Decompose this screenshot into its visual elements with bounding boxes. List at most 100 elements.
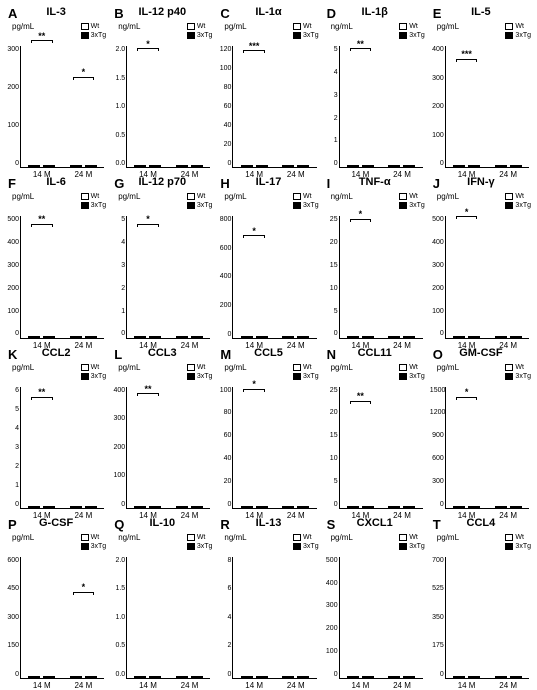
- bar-wt: [347, 506, 359, 508]
- bar-group: [453, 506, 480, 508]
- panel-letter: E: [433, 6, 442, 21]
- bar-wt: [176, 336, 188, 338]
- bar-group: [241, 676, 268, 678]
- bar-group: [388, 165, 415, 167]
- y-ticks: 543210: [111, 216, 125, 337]
- bar-wt: [70, 165, 82, 167]
- y-unit: pg/mL: [331, 533, 353, 542]
- bar-group: [282, 165, 309, 167]
- panel-letter: Q: [114, 517, 124, 532]
- panel-title: IFN-γ: [429, 176, 533, 188]
- bar-tg: [85, 506, 97, 508]
- bar-group: [347, 165, 374, 167]
- bar-wt: [176, 676, 188, 678]
- bar-wt: [347, 165, 359, 167]
- bar-group: [453, 165, 480, 167]
- bar-group: [241, 506, 268, 508]
- panel-D: DIL-1βng/mLWt3xTg543210**14 M24 M: [323, 4, 427, 172]
- panel-letter: R: [220, 517, 229, 532]
- panel-O: OGM-CSFpg/mLWt3xTg150012009006003000*14 …: [429, 345, 533, 513]
- bars-container: [446, 46, 529, 167]
- panel-letter: C: [220, 6, 229, 21]
- bar-wt: [495, 676, 507, 678]
- bar-wt: [495, 336, 507, 338]
- bar-tg: [510, 676, 522, 678]
- bars-container: [340, 387, 423, 508]
- bar-group: [134, 336, 161, 338]
- bar-wt: [134, 165, 146, 167]
- y-ticks: 4003002001000: [111, 387, 125, 508]
- plot-area: 100806040200*14 M24 M: [232, 387, 316, 509]
- panel-letter: A: [8, 6, 17, 21]
- legend: Wt3xTg: [187, 533, 213, 551]
- panel-title: CCL4: [429, 517, 533, 529]
- bar-group: [176, 336, 203, 338]
- bar-tg: [362, 165, 374, 167]
- y-ticks: 120100806040200: [217, 46, 231, 167]
- legend: Wt3xTg: [81, 22, 107, 40]
- panel-letter: D: [327, 6, 336, 21]
- bar-wt: [347, 336, 359, 338]
- y-ticks: 5004003002001000: [324, 557, 338, 678]
- bar-tg: [191, 676, 203, 678]
- y-ticks: 2.01.51.00.50.0: [111, 46, 125, 167]
- bar-wt: [70, 336, 82, 338]
- bar-wt: [388, 676, 400, 678]
- panel-letter: N: [327, 347, 336, 362]
- legend: Wt3xTg: [187, 22, 213, 40]
- x-labels: 14 M24 M: [127, 681, 210, 690]
- legend: Wt3xTg: [293, 192, 319, 210]
- bar-group: [28, 676, 55, 678]
- panel-title: IL-3: [4, 6, 108, 18]
- bar-tg: [297, 506, 309, 508]
- legend: Wt3xTg: [505, 533, 531, 551]
- bar-group: [70, 165, 97, 167]
- panel-letter: F: [8, 176, 16, 191]
- bars-container: [340, 557, 423, 678]
- y-ticks: 3002001000: [5, 46, 19, 167]
- panel-letter: I: [327, 176, 331, 191]
- plot-area: 2.01.51.00.50.014 M24 M: [126, 557, 210, 679]
- bar-tg: [149, 506, 161, 508]
- plot-area: 150012009006003000*14 M24 M: [445, 387, 529, 509]
- legend: Wt3xTg: [293, 533, 319, 551]
- panel-T: TCCL4pg/mLWt3xTg700525350175014 M24 M: [429, 515, 533, 683]
- y-unit: ng/mL: [331, 192, 353, 201]
- y-unit: ng/mL: [224, 533, 246, 542]
- y-ticks: 2520151050: [324, 387, 338, 508]
- bar-group: [134, 165, 161, 167]
- plot-area: 2520151050**14 M24 M: [339, 387, 423, 509]
- bar-tg: [149, 676, 161, 678]
- bar-tg: [43, 165, 55, 167]
- bar-tg: [510, 506, 522, 508]
- bar-tg: [403, 165, 415, 167]
- panel-letter: O: [433, 347, 443, 362]
- bars-container: [446, 387, 529, 508]
- panel-P: PG-CSFpg/mLWt3xTg6004503001500*14 M24 M: [4, 515, 108, 683]
- panel-title: IL-12 p70: [110, 176, 214, 188]
- plot-area: 4003002001000***14 M24 M: [445, 46, 529, 168]
- bar-group: [453, 336, 480, 338]
- bar-wt: [70, 676, 82, 678]
- bars-container: [446, 216, 529, 337]
- bar-wt: [134, 506, 146, 508]
- bar-group: [388, 336, 415, 338]
- panel-letter: J: [433, 176, 440, 191]
- y-ticks: 4003002001000: [430, 46, 444, 167]
- y-unit: ng/mL: [118, 533, 140, 542]
- panel-letter: P: [8, 517, 17, 532]
- legend: Wt3xTg: [399, 363, 425, 381]
- plot-area: 6543210**14 M24 M: [20, 387, 104, 509]
- panel-title: IL-6: [4, 176, 108, 188]
- panel-letter: L: [114, 347, 122, 362]
- bar-tg: [85, 165, 97, 167]
- bar-wt: [241, 336, 253, 338]
- panel-E: EIL-5pg/mLWt3xTg4003002001000***14 M24 M: [429, 4, 533, 172]
- y-ticks: 86420: [217, 557, 231, 678]
- bar-tg: [468, 676, 480, 678]
- bar-tg: [403, 336, 415, 338]
- y-unit: ng/mL: [331, 22, 353, 31]
- y-unit: pg/mL: [331, 363, 353, 372]
- bars-container: [233, 216, 316, 337]
- plot-area: 543210**14 M24 M: [339, 46, 423, 168]
